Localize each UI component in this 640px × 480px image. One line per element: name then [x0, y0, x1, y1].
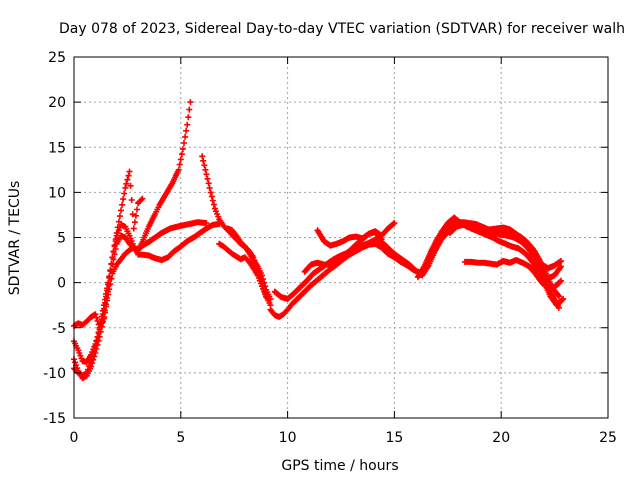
y-tick-labels: -15 -10 -5 0 5 10 15 20 25	[43, 50, 66, 427]
series-arc-4	[71, 168, 146, 379]
y-tick-label: 20	[48, 95, 66, 111]
x-tick-labels: 0 5 10 15 20 25	[70, 430, 617, 446]
y-axis-label: SDTVAR / TECUs	[7, 181, 23, 296]
series-arc-11	[314, 227, 385, 249]
y-tick-label: 10	[48, 185, 66, 201]
y-tick-label: 5	[57, 231, 66, 247]
data-markers	[71, 99, 567, 382]
x-axis-label: GPS time / hours	[281, 458, 398, 474]
y-tick-label: 0	[57, 276, 66, 292]
y-tick-label: -10	[43, 366, 66, 382]
marker-path-arc-11	[314, 227, 385, 249]
series-arc-17	[526, 263, 564, 291]
y-tick-label: -5	[52, 321, 66, 337]
x-tick-label: 5	[176, 430, 185, 446]
marker-path-arc-4	[71, 168, 146, 379]
y-tick-label: 15	[48, 140, 66, 156]
chart-title: Day 078 of 2023, Sidereal Day-to-day VTE…	[59, 21, 625, 37]
marker-path-arc-7	[224, 225, 274, 302]
series-arc-16	[487, 224, 564, 272]
marker-path-arc-6	[216, 240, 270, 301]
y-tick-label: -15	[43, 411, 66, 427]
series-arc-6	[216, 240, 270, 301]
x-tick-label: 15	[385, 430, 403, 446]
y-tick-label: 25	[48, 50, 66, 66]
x-tick-label: 0	[70, 430, 79, 446]
marker-path-arc-17	[526, 263, 564, 291]
series-arc-7	[224, 225, 274, 302]
x-tick-label: 25	[599, 430, 617, 446]
axis-ticks	[73, 56, 609, 419]
series-arc-3	[71, 219, 210, 331]
x-tick-label: 10	[279, 430, 297, 446]
marker-path-arc-16	[487, 224, 564, 272]
marker-path-arc-3	[71, 219, 210, 331]
x-tick-label: 20	[492, 430, 510, 446]
